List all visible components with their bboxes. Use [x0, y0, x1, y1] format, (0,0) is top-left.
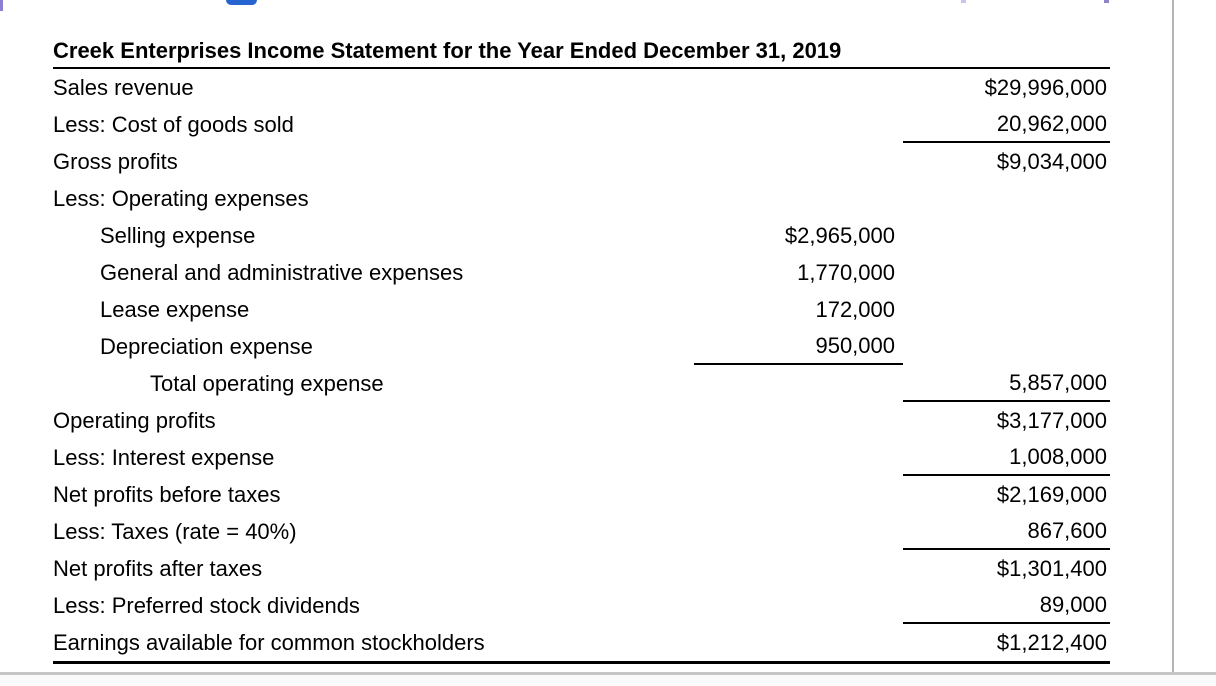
- row-mid-value: [694, 143, 903, 180]
- row-mid-value: [694, 69, 903, 106]
- row-label: Less: Cost of goods sold: [53, 111, 294, 137]
- row-mid-value: $2,965,000: [784, 222, 895, 248]
- table-row: Less: Taxes (rate = 40%) 867,600: [53, 513, 1110, 550]
- row-mid-value: [694, 365, 903, 402]
- row-mid-value: [694, 439, 903, 476]
- row-right-value: [903, 328, 1110, 365]
- row-label: Sales revenue: [53, 74, 194, 100]
- row-label: Less: Operating expenses: [53, 185, 309, 211]
- row-label: Less: Preferred stock dividends: [53, 592, 360, 618]
- row-label: Net profits before taxes: [53, 481, 281, 507]
- row-mid-value: 1,770,000: [797, 259, 895, 285]
- row-right-value: [903, 217, 1110, 254]
- table-row: Total operating expense 5,857,000: [53, 365, 1110, 402]
- row-label: Less: Taxes (rate = 40%): [53, 518, 297, 544]
- row-mid-value: [694, 550, 903, 587]
- row-mid-value: [694, 402, 903, 439]
- table-row: Net profits before taxes $2,169,000: [53, 476, 1110, 513]
- row-label: Selling expense: [100, 222, 256, 248]
- row-mid-value: 950,000: [694, 328, 903, 365]
- row-right-value: $3,177,000: [996, 407, 1107, 433]
- text-fragment-left: [0, 0, 3, 11]
- row-right-value: [903, 291, 1110, 328]
- blue-button-fragment[interactable]: [226, 0, 257, 5]
- row-right-value: 20,962,000: [903, 106, 1110, 143]
- table-row: General and administrative expenses 1,77…: [53, 254, 1110, 291]
- table-row: Net profits after taxes $1,301,400: [53, 550, 1110, 587]
- row-right-value: 5,857,000: [903, 365, 1110, 402]
- statement-title: Creek Enterprises Income Statement for t…: [53, 38, 1110, 69]
- text-fragment-mid: [961, 0, 966, 3]
- row-label: Earnings available for common stockholde…: [53, 629, 485, 655]
- row-right-value: $9,034,000: [996, 148, 1107, 174]
- row-right-value: 89,000: [903, 587, 1110, 624]
- vertical-border-line: [1172, 0, 1174, 674]
- row-mid-value: [694, 624, 903, 661]
- income-statement-table: Creek Enterprises Income Statement for t…: [53, 38, 1110, 664]
- row-label: Less: Interest expense: [53, 444, 275, 470]
- row-right-value: 867,600: [903, 513, 1110, 550]
- row-label: Operating profits: [53, 407, 216, 433]
- row-label: Gross profits: [53, 148, 178, 174]
- table-row: Less: Operating expenses: [53, 180, 1110, 217]
- row-label: Lease expense: [100, 296, 250, 322]
- row-label: Depreciation expense: [100, 333, 313, 359]
- table-row: Less: Preferred stock dividends 89,000: [53, 587, 1110, 624]
- row-label: General and administrative expenses: [100, 259, 464, 285]
- row-mid-value: 172,000: [815, 296, 895, 322]
- table-row: Less: Cost of goods sold 20,962,000: [53, 106, 1110, 143]
- row-right-value: $1,301,400: [996, 555, 1107, 581]
- text-fragment-right: [1104, 0, 1109, 3]
- below-border-strip: [0, 675, 1216, 686]
- row-mid-value: [694, 180, 903, 217]
- table-row: Lease expense 172,000: [53, 291, 1110, 328]
- table-row: Depreciation expense 950,000: [53, 328, 1110, 365]
- row-label: Net profits after taxes: [53, 555, 263, 581]
- row-right-value: [903, 254, 1110, 291]
- row-mid-value: [694, 513, 903, 550]
- bottom-border-line: [0, 672, 1216, 675]
- row-right-value: 1,008,000: [903, 439, 1110, 476]
- row-label: Total operating expense: [150, 370, 384, 396]
- row-mid-value: [694, 476, 903, 513]
- row-right-value: [903, 180, 1110, 217]
- row-right-value: $29,996,000: [984, 74, 1107, 100]
- row-mid-value: [694, 106, 903, 143]
- table-row: Operating profits $3,177,000: [53, 402, 1110, 439]
- row-mid-value: [694, 587, 903, 624]
- table-row: Gross profits $9,034,000: [53, 143, 1110, 180]
- statement-rows: Sales revenue $29,996,000 Less: Cost of …: [53, 69, 1110, 664]
- table-row: Less: Interest expense 1,008,000: [53, 439, 1110, 476]
- table-row: Selling expense $2,965,000: [53, 217, 1110, 254]
- row-right-value: $2,169,000: [996, 481, 1107, 507]
- row-right-value: $1,212,400: [996, 629, 1107, 655]
- table-row: Sales revenue $29,996,000: [53, 69, 1110, 106]
- table-row: Earnings available for common stockholde…: [53, 624, 1110, 661]
